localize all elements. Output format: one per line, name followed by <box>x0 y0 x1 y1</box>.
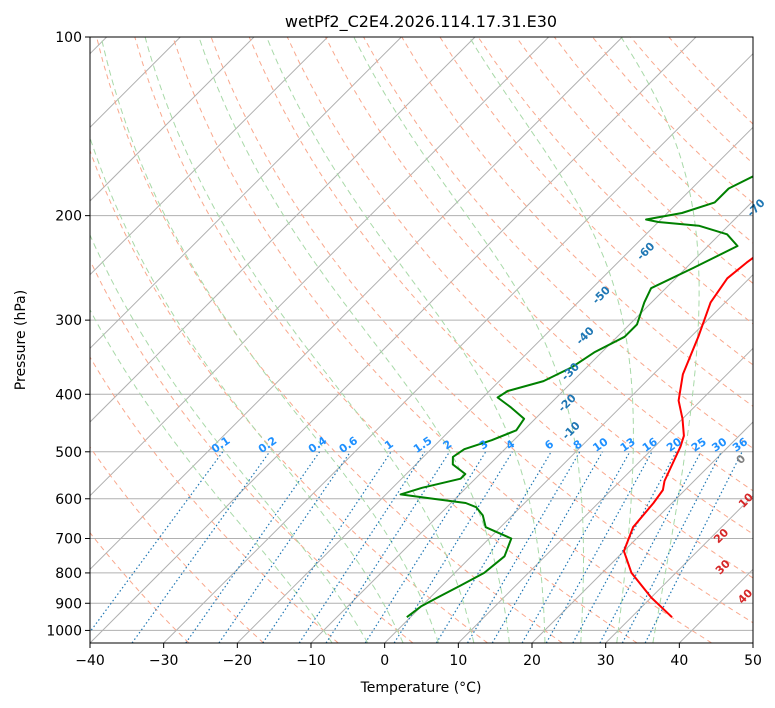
mixing-ratio-line <box>185 451 321 643</box>
y-tick-label: 400 <box>55 387 82 403</box>
x-tick-label: −40 <box>75 653 105 669</box>
chart-title: wetPf2_C2E4.2026.114.17.31.E30 <box>285 12 557 32</box>
isotherm-line <box>605 494 753 643</box>
y-tick-label: 700 <box>55 532 82 548</box>
dry-adiabat <box>96 37 563 643</box>
y-tick-label: 500 <box>55 445 82 461</box>
dry-adiabat <box>134 37 638 643</box>
y-axis-label: Pressure (hPa) <box>13 290 29 390</box>
mixing-ratio-line <box>131 451 271 643</box>
dry-adiabat <box>668 37 753 125</box>
y-tick-label: 200 <box>55 209 82 225</box>
dry-adiabat <box>172 37 712 643</box>
dry-adiabat <box>90 356 339 643</box>
mixing-ratio-line <box>435 451 552 643</box>
dry-adiabat <box>90 259 414 643</box>
x-tick-label: −10 <box>296 653 326 669</box>
height-label-red: 20 <box>711 526 731 546</box>
isotherm-line <box>90 37 255 202</box>
dry-adiabat <box>439 37 753 366</box>
isotherm-line <box>90 37 402 350</box>
isotherm-line <box>310 200 753 643</box>
background-lines <box>90 37 753 643</box>
mixing-ratio-label: 0.2 <box>256 434 279 456</box>
dewpoint-profile <box>399 175 753 618</box>
moist-adiabat <box>266 37 546 643</box>
height-label-blue: -40 <box>574 324 597 347</box>
moist-adiabat <box>90 136 404 643</box>
data-lines <box>399 175 753 618</box>
dry-adiabat <box>210 37 753 624</box>
plot-frame <box>89 36 754 644</box>
mixing-ratio-label: 0.6 <box>337 434 361 456</box>
mixing-ratio-label: 2 <box>441 437 455 452</box>
x-tick-label: −30 <box>149 653 179 669</box>
moist-adiabat <box>90 233 369 643</box>
temperature-profile <box>622 256 753 618</box>
isotherm-line <box>752 642 753 643</box>
isotherm-line <box>678 568 753 643</box>
isotherm-line <box>90 37 623 571</box>
isotherm-line <box>90 37 697 643</box>
moist-adiabat <box>90 308 333 643</box>
height-label-blue: -10 <box>560 419 583 442</box>
x-tick-label: 40 <box>670 653 688 669</box>
isotherm-line <box>90 37 550 497</box>
moist-adiabat <box>468 37 634 643</box>
dry-adiabat <box>401 37 753 407</box>
mixing-ratio-line <box>90 451 224 633</box>
x-tick-label: 30 <box>597 653 615 669</box>
mixing-ratio-label: 1.5 <box>411 434 434 456</box>
mixing-ratio-label: 0.4 <box>306 434 330 456</box>
mixing-ratio-line <box>521 451 631 643</box>
mixing-ratio-line <box>644 451 743 643</box>
mixing-ratio-line <box>466 451 581 643</box>
x-tick-label: 0 <box>380 653 389 669</box>
mixing-ratio-line <box>599 451 702 643</box>
x-tick-label: 10 <box>449 653 467 669</box>
dry-adiabat <box>90 149 488 643</box>
mixing-ratio-line <box>364 451 487 643</box>
mixing-ratio-line <box>325 451 451 643</box>
isotherm-line <box>457 347 753 643</box>
y-tick-label: 800 <box>55 566 82 582</box>
height-label-red: 30 <box>713 557 733 577</box>
dry-adiabat <box>248 37 753 579</box>
dry-adiabat <box>90 446 264 643</box>
x-tick-label: −20 <box>223 653 253 669</box>
x-axis-label: Temperature (°C) <box>360 680 482 696</box>
y-tick-label: 900 <box>55 596 82 612</box>
isotherm-line <box>236 126 753 643</box>
y-tick-label: 300 <box>55 313 82 329</box>
mixing-ratio-label: 6 <box>542 437 556 452</box>
x-tick-label: 50 <box>744 653 762 669</box>
mixing-ratio-line <box>545 451 653 643</box>
dry-adiabat <box>90 531 190 643</box>
isotherm-line <box>384 273 753 643</box>
moist-adiabat <box>620 37 700 643</box>
isotherm-line <box>90 37 329 276</box>
axes: −40 −30 −20 −10 0 10 20 30 40 50 1000 900 800 700 600 5… <box>46 30 762 669</box>
y-tick-label: 100 <box>55 30 82 46</box>
y-tick-label: 600 <box>55 492 82 508</box>
y-tick-label: 1000 <box>46 623 82 639</box>
mixing-ratio-label: 4 <box>503 437 517 452</box>
mixing-ratio-line <box>218 451 351 643</box>
isotherm-line <box>531 421 753 643</box>
dry-adiabat <box>515 37 753 285</box>
x-tick-label: 20 <box>523 653 541 669</box>
moist-adiabat <box>144 37 475 643</box>
moist-adiabat <box>100 37 439 643</box>
isotherm-line <box>90 37 476 423</box>
moist-adiabat <box>198 37 510 643</box>
dry-adiabat <box>286 37 753 535</box>
mixing-ratio-line <box>491 451 603 643</box>
mixing-ratio-label: 0.1 <box>209 434 232 456</box>
mixing-ratio-label: 3 <box>477 437 491 452</box>
isotherm-line <box>163 52 753 643</box>
moist-adiabat <box>353 37 584 643</box>
